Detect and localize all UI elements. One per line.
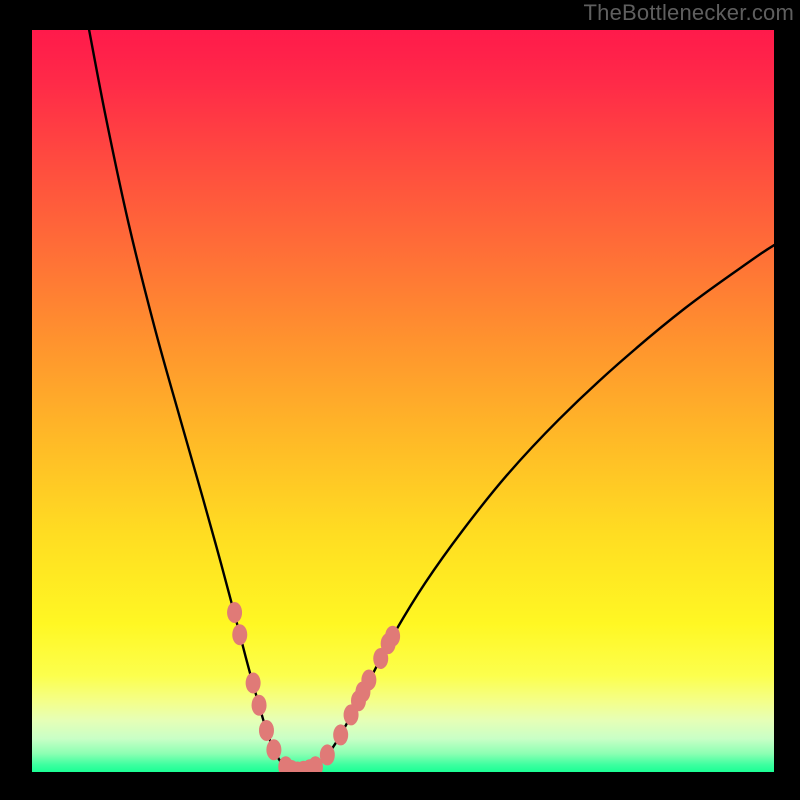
marker-point <box>320 744 335 765</box>
marker-point <box>333 724 348 745</box>
marker-point <box>232 624 247 645</box>
chart-stage: TheBottlenecker.com <box>0 0 800 800</box>
marker-group <box>227 602 400 772</box>
marker-point <box>266 739 281 760</box>
marker-point <box>361 669 376 690</box>
marker-point <box>246 672 261 693</box>
marker-point <box>259 720 274 741</box>
marker-point <box>252 695 267 716</box>
plot-frame <box>32 30 774 772</box>
watermark-text: TheBottlenecker.com <box>584 0 794 26</box>
marker-point <box>227 602 242 623</box>
curve-left <box>89 30 295 772</box>
plot-overlay <box>32 30 774 772</box>
marker-point <box>385 626 400 647</box>
